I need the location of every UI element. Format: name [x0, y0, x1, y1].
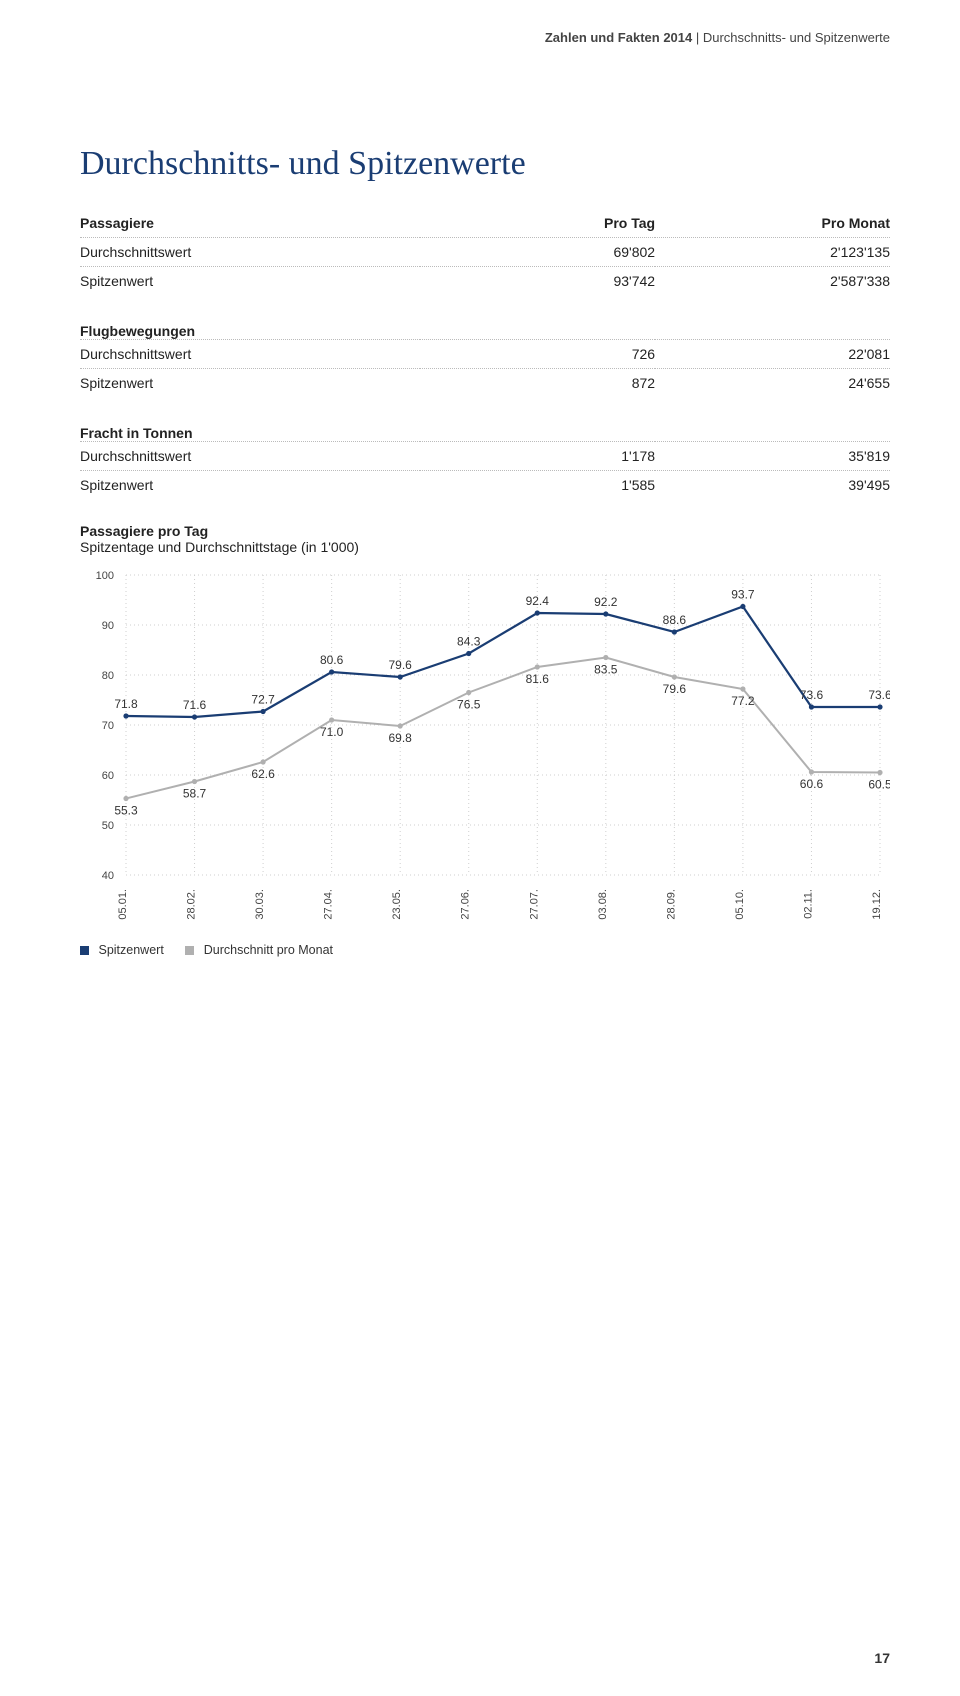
- svg-text:27.07.: 27.07.: [528, 889, 540, 920]
- chart-title: Passagiere pro Tag: [80, 523, 890, 539]
- svg-text:73.6: 73.6: [800, 688, 824, 702]
- svg-text:71.8: 71.8: [114, 697, 138, 711]
- t2-r0c0: Durchschnittswert: [80, 346, 191, 362]
- svg-text:76.5: 76.5: [457, 698, 481, 712]
- svg-text:92.2: 92.2: [594, 595, 618, 609]
- svg-text:28.02.: 28.02.: [186, 889, 198, 920]
- t1-r0c1: 69'802: [613, 244, 655, 260]
- svg-text:28.09.: 28.09.: [665, 889, 677, 920]
- t1-h1: Pro Tag: [604, 215, 655, 231]
- chart-svg: 100 90 80 70 60 50 4005.01. 28.02. 30.03. 27.04. 2…: [80, 565, 890, 925]
- header-sep: |: [692, 30, 703, 45]
- t3-r0c0: Durchschnittswert: [80, 448, 191, 464]
- t1-r0c2: 2'123'135: [830, 244, 890, 260]
- svg-text:62.6: 62.6: [251, 767, 275, 781]
- table-passagiere: Passagiere Pro Tag Pro Monat Durchschnit…: [80, 209, 890, 295]
- svg-text:05.10.: 05.10.: [734, 889, 746, 920]
- chart-legend: Spitzenwert Durchschnitt pro Monat: [80, 943, 890, 957]
- table-fracht: Durchschnittswert 1'178 35'819 Spitzenwe…: [80, 441, 890, 499]
- svg-text:80: 80: [102, 670, 114, 682]
- svg-text:05.01.: 05.01.: [117, 889, 129, 920]
- svg-text:58.7: 58.7: [183, 787, 207, 801]
- svg-text:02.11.: 02.11.: [802, 889, 814, 919]
- svg-text:81.6: 81.6: [526, 672, 550, 686]
- t2-r0c1: 726: [632, 346, 655, 362]
- t3-r0c2: 35'819: [848, 448, 890, 464]
- t1-r1c2: 2'587'338: [830, 273, 890, 289]
- svg-text:60.5: 60.5: [868, 778, 890, 792]
- svg-text:50: 50: [102, 820, 114, 832]
- svg-text:90: 90: [102, 620, 114, 632]
- svg-text:03.08.: 03.08.: [597, 889, 609, 920]
- page-number: 17: [874, 1650, 890, 1666]
- svg-text:69.8: 69.8: [389, 731, 413, 745]
- svg-text:71.0: 71.0: [320, 725, 344, 739]
- t2-r0c2: 22'081: [848, 346, 890, 362]
- t1-r0c0: Durchschnittswert: [80, 244, 191, 260]
- table-flugbewegungen: Durchschnittswert 726 22'081 Spitzenwert…: [80, 339, 890, 397]
- legend-swatch-b: [185, 946, 194, 955]
- t2-r1c1: 872: [632, 375, 655, 391]
- t3-r1c1: 1'585: [621, 477, 655, 493]
- t3-r1c0: Spitzenwert: [80, 477, 153, 493]
- svg-text:72.7: 72.7: [251, 693, 275, 707]
- legend-b: Durchschnitt pro Monat: [204, 943, 333, 957]
- svg-text:92.4: 92.4: [526, 594, 550, 608]
- svg-text:93.7: 93.7: [731, 588, 755, 602]
- svg-text:19.12.: 19.12.: [871, 889, 883, 920]
- t1-h0: Passagiere: [80, 215, 154, 231]
- svg-text:27.06.: 27.06.: [460, 889, 472, 920]
- svg-text:83.5: 83.5: [594, 663, 618, 677]
- svg-text:77.2: 77.2: [731, 694, 755, 708]
- t3-r0c1: 1'178: [621, 448, 655, 464]
- svg-text:88.6: 88.6: [663, 613, 687, 627]
- svg-text:79.6: 79.6: [389, 658, 413, 672]
- t1-r1c0: Spitzenwert: [80, 273, 153, 289]
- header-rest: Durchschnitts- und Spitzenwerte: [703, 30, 890, 45]
- page-title: Durchschnitts- und Spitzenwerte: [80, 145, 890, 183]
- svg-text:23.05.: 23.05.: [391, 889, 403, 920]
- t3-head: Fracht in Tonnen: [80, 425, 890, 441]
- t2-r1c2: 24'655: [848, 375, 890, 391]
- t2-r1c0: Spitzenwert: [80, 375, 153, 391]
- t1-r1c1: 93'742: [613, 273, 655, 289]
- svg-text:40: 40: [102, 870, 114, 882]
- svg-text:79.6: 79.6: [663, 682, 687, 696]
- svg-text:60.6: 60.6: [800, 777, 824, 791]
- svg-text:60: 60: [102, 770, 114, 782]
- header-bold: Zahlen und Fakten 2014: [545, 30, 692, 45]
- svg-text:71.6: 71.6: [183, 698, 207, 712]
- line-chart: 100 90 80 70 60 50 4005.01. 28.02. 30.03. 27.04. 2…: [80, 565, 890, 925]
- svg-text:100: 100: [96, 570, 114, 582]
- page-header: Zahlen und Fakten 2014 | Durchschnitts- …: [80, 30, 890, 45]
- svg-text:30.03.: 30.03.: [254, 889, 266, 920]
- t1-h2: Pro Monat: [822, 215, 890, 231]
- svg-text:70: 70: [102, 720, 114, 732]
- legend-swatch-a: [80, 946, 89, 955]
- t3-r1c2: 39'495: [848, 477, 890, 493]
- svg-text:80.6: 80.6: [320, 653, 344, 667]
- svg-text:84.3: 84.3: [457, 635, 481, 649]
- svg-text:55.3: 55.3: [114, 804, 138, 818]
- legend-a: Spitzenwert: [98, 943, 163, 957]
- chart-sub: Spitzentage und Durchschnittstage (in 1'…: [80, 539, 890, 555]
- svg-text:27.04.: 27.04.: [323, 889, 335, 920]
- svg-text:73.6: 73.6: [868, 688, 890, 702]
- t2-head: Flugbewegungen: [80, 323, 890, 339]
